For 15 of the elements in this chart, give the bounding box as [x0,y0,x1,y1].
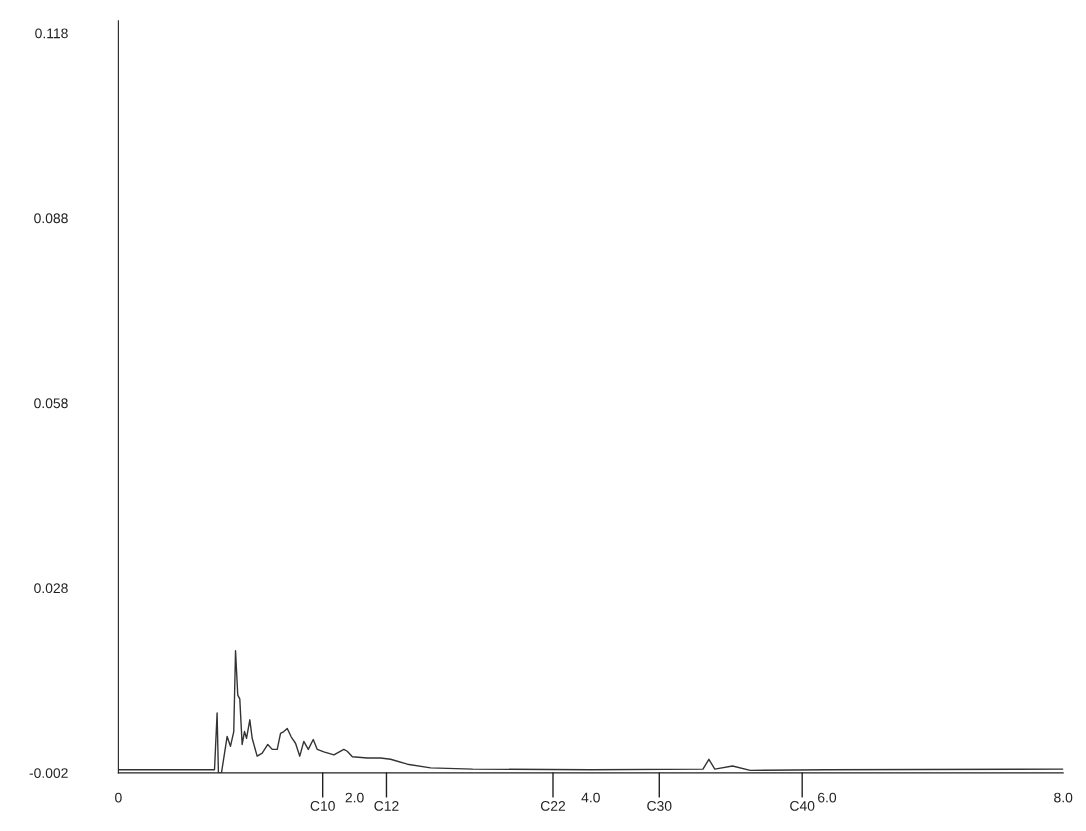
ref-line-label: C40 [790,801,815,811]
x-tick-label: 0 [115,792,122,803]
y-tick-label: 0.118 [35,28,68,39]
y-tick-label: 0.028 [34,583,68,594]
y-tick-label: 0.088 [34,213,68,224]
ref-line-label: C30 [647,801,672,811]
y-tick-label: -0.002 [29,768,68,778]
y-tick-label: 0.058 [34,398,68,409]
x-tick-label: 2.0 [345,792,364,803]
ref-line-label: C10 [310,801,335,811]
x-tick-label: 6.0 [818,792,837,803]
x-tick-label: 8.0 [1054,792,1073,803]
ref-line-label: C12 [374,801,399,811]
x-tick-label: 4.0 [581,792,600,803]
ref-line-label: C22 [540,801,566,811]
